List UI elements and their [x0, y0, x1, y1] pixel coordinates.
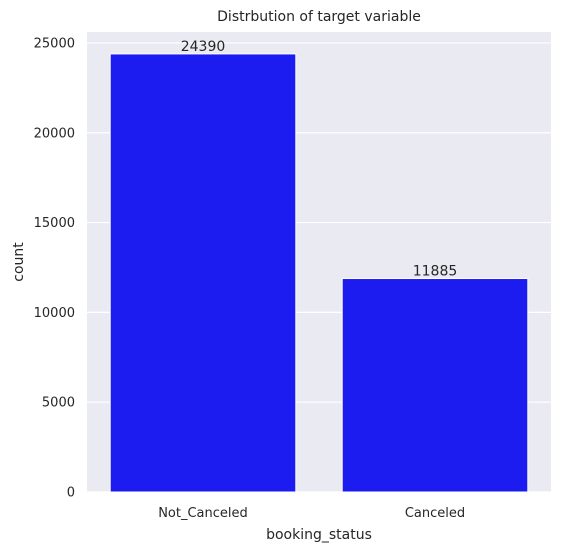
- x-axis-ticks: Not_Canceled Canceled: [158, 506, 465, 521]
- y-tick-label: 20000: [34, 126, 75, 141]
- chart-title: Distrbution of target variable: [217, 9, 421, 25]
- bars: [109, 53, 529, 493]
- y-axis-ticks: 0 5000 10000 15000 20000 25000: [34, 36, 75, 500]
- y-axis-label: count: [11, 242, 27, 282]
- y-tick-label: 15000: [34, 216, 75, 231]
- y-tick-label: 10000: [34, 306, 75, 321]
- x-tick-label: Canceled: [405, 506, 465, 521]
- x-axis-label: booking_status: [266, 527, 372, 543]
- bar: [341, 278, 529, 493]
- bar-labels: 24390 11885: [181, 39, 458, 280]
- y-tick-label: 5000: [42, 396, 75, 411]
- y-tick-label: 0: [67, 486, 75, 501]
- y-tick-label: 25000: [34, 36, 75, 51]
- bar-value-label: 24390: [181, 39, 226, 55]
- bar-value-label: 11885: [413, 264, 458, 280]
- x-tick-label: Not_Canceled: [158, 506, 248, 521]
- bar: [109, 53, 297, 493]
